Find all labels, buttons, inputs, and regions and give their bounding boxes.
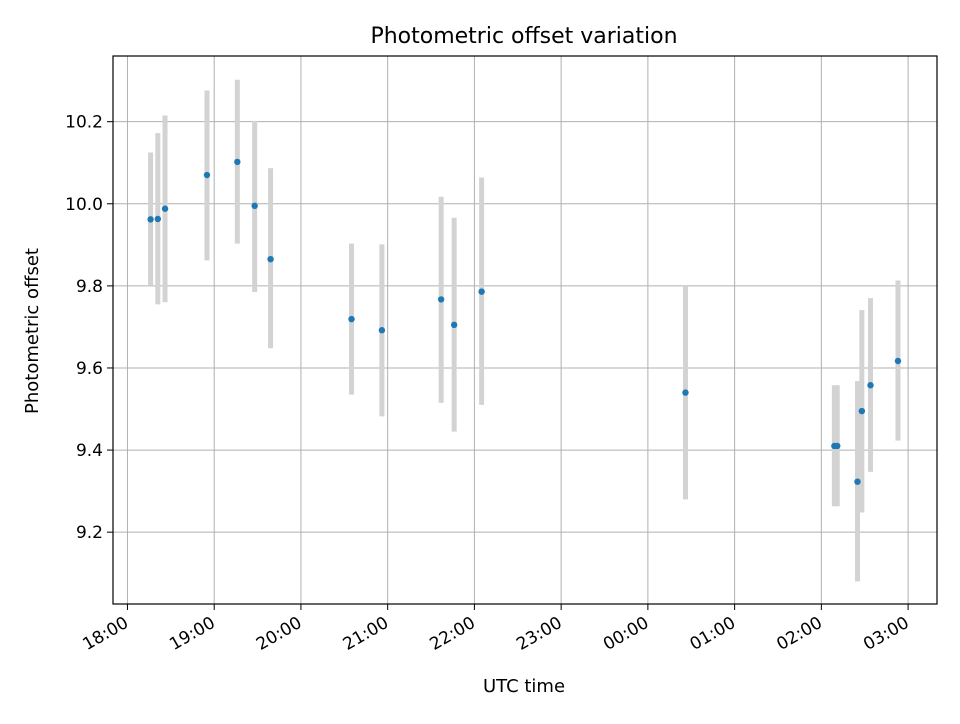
y-tick-label: 10.0 [65, 195, 103, 215]
x-tick-label: 18:00 [80, 613, 132, 655]
data-point [251, 202, 258, 210]
data-point [894, 357, 902, 365]
grid [113, 56, 937, 604]
plot-frame [112, 55, 938, 605]
y-tick-label: 9.2 [76, 523, 103, 543]
x-tick-label: 21:00 [340, 613, 392, 655]
data-point [203, 171, 211, 179]
data-point [348, 315, 355, 323]
x-tick-label: 00:00 [600, 613, 652, 655]
y-tick-label: 10.2 [65, 113, 103, 133]
data-point [378, 327, 386, 334]
x-tick-label: 19:00 [166, 613, 218, 655]
x-tick-label: 23:00 [513, 613, 565, 655]
data-point [867, 382, 874, 389]
data-point [161, 205, 169, 212]
x-tick-label: 01:00 [687, 613, 739, 655]
data-point [682, 389, 689, 396]
errorbars [148, 79, 901, 582]
data-points [147, 158, 902, 485]
y-tick-label: 9.8 [76, 277, 103, 297]
x-tick-label: 03:00 [860, 613, 912, 655]
data-point [834, 442, 841, 450]
x-tick-label: 20:00 [253, 613, 305, 655]
x-axis-label: UTC time [483, 676, 565, 697]
data-point [858, 407, 866, 415]
y-tick-label: 9.4 [76, 441, 103, 461]
chart-title: Photometric offset variation [370, 24, 677, 49]
data-point [437, 296, 445, 303]
data-point [147, 216, 154, 223]
ticks: 18:00 19:00 20:00 21:00 22:00 23:00 00:00 01:00… [65, 113, 912, 655]
data-point [450, 321, 458, 329]
data-point [854, 478, 861, 485]
data-point [154, 215, 162, 223]
y-tick-label: 9.6 [76, 359, 103, 379]
data-point [478, 288, 485, 295]
data-point [234, 158, 241, 166]
data-point [267, 255, 274, 263]
x-tick-label: 02:00 [773, 613, 825, 655]
x-tick-label: 22:00 [426, 613, 478, 655]
y-axis-label: Photometric offset [22, 248, 43, 414]
